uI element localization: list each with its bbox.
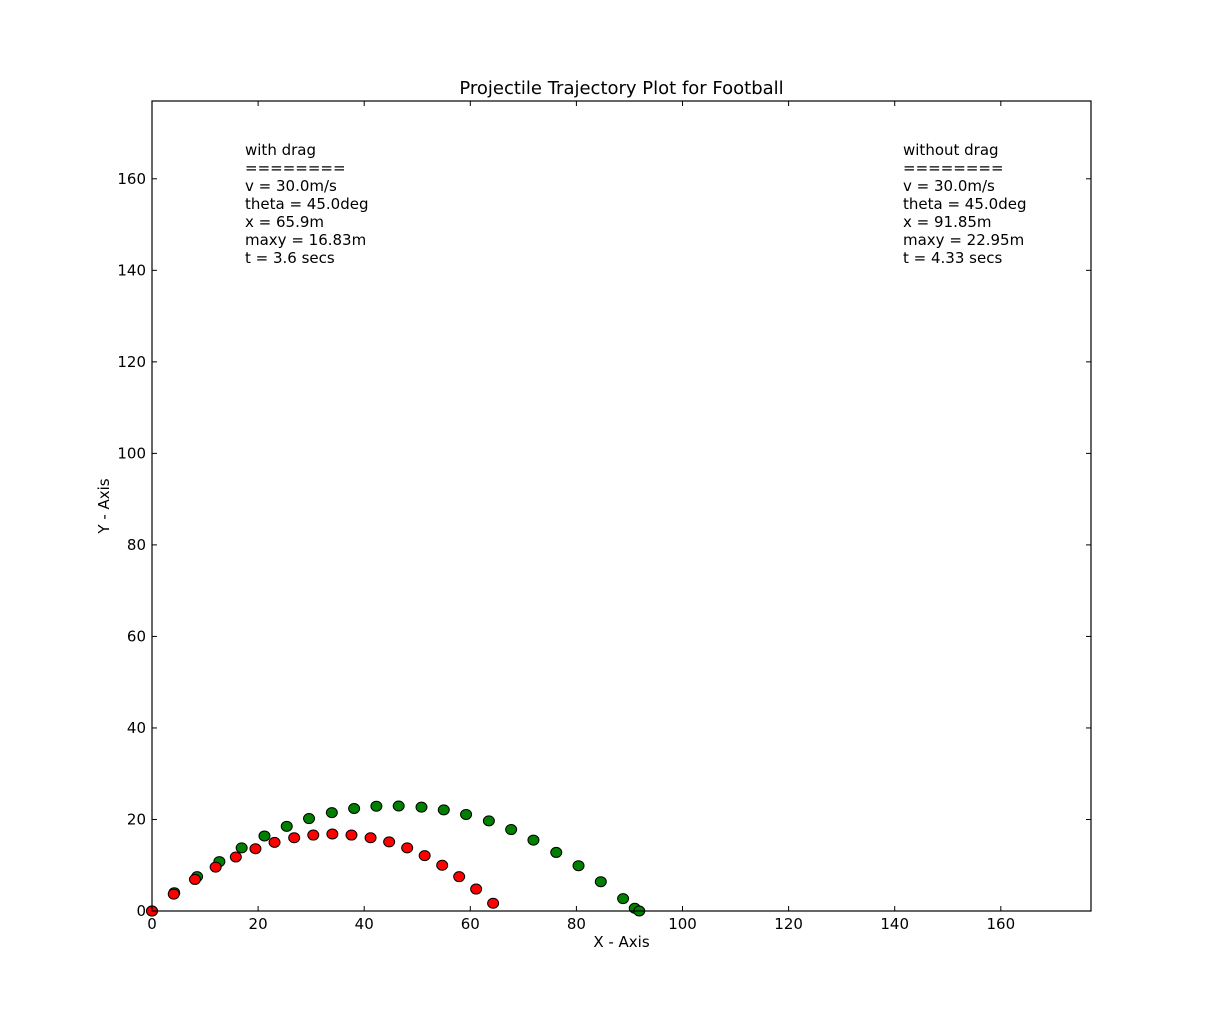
x-tick-label-20: 20 bbox=[249, 915, 268, 933]
annotation-1-line-3: theta = 45.0deg bbox=[903, 195, 1026, 213]
x-tick-label-0: 0 bbox=[147, 915, 157, 933]
series-0-point-14 bbox=[460, 808, 473, 820]
series-1-point-8 bbox=[307, 829, 320, 841]
series-0-point-19 bbox=[572, 860, 585, 872]
annotation-0-line-5: maxy = 16.83m bbox=[245, 231, 366, 249]
y-tick-label-60: 60 bbox=[127, 627, 146, 645]
x-tick-label-160: 160 bbox=[986, 915, 1015, 933]
y-tick-label-0: 0 bbox=[136, 902, 146, 920]
x-tick-label-60: 60 bbox=[461, 915, 480, 933]
annotation-1-line-0: without drag bbox=[903, 141, 999, 159]
series-0-point-11 bbox=[392, 800, 405, 812]
series-0-point-4 bbox=[235, 842, 248, 854]
y-tick-label-40: 40 bbox=[127, 719, 146, 737]
series-0-point-16 bbox=[505, 824, 518, 836]
series-0-point-21 bbox=[617, 893, 630, 905]
series-1-point-2 bbox=[188, 873, 201, 885]
x-tick-label-140: 140 bbox=[880, 915, 909, 933]
series-0-point-15 bbox=[482, 815, 495, 827]
series-0-point-10 bbox=[370, 800, 383, 812]
series-0-point-12 bbox=[415, 801, 428, 813]
y-tick-label-100: 100 bbox=[117, 444, 146, 462]
series-0-point-20 bbox=[594, 876, 607, 888]
annotation-1-line-6: t = 4.33 secs bbox=[903, 249, 1002, 267]
x-axis-label: X - Axis bbox=[593, 933, 650, 951]
annotation-0-line-1: ======== bbox=[245, 159, 346, 177]
series-1-point-17 bbox=[470, 883, 483, 895]
annotation-with-drag: with drag ======== v = 30.0m/s theta = 45.0… bbox=[245, 141, 368, 267]
annotation-1-line-4: x = 91.85m bbox=[903, 213, 992, 231]
x-tick-label-40: 40 bbox=[355, 915, 374, 933]
x-tick-label-120: 120 bbox=[774, 915, 803, 933]
series-1-point-7 bbox=[288, 832, 301, 844]
series-1-point-1 bbox=[167, 888, 180, 900]
annotation-without-drag: without drag ======== v = 30.0m/s theta = 4… bbox=[903, 141, 1026, 267]
series-1-point-13 bbox=[401, 842, 414, 854]
series-0-point-7 bbox=[303, 813, 316, 825]
plot-frame bbox=[151, 100, 1092, 912]
annotation-1-line-2: v = 30.0m/s bbox=[903, 177, 995, 195]
series-1-point-12 bbox=[383, 836, 396, 848]
series-1-point-6 bbox=[268, 836, 281, 848]
annotation-0-line-2: v = 30.0m/s bbox=[245, 177, 337, 195]
y-axis-label: Y - Axis bbox=[95, 478, 113, 534]
annotation-0-line-6: t = 3.6 secs bbox=[245, 249, 335, 267]
series-0-point-18 bbox=[550, 846, 563, 858]
y-tick-label-140: 140 bbox=[117, 261, 146, 279]
series-1-point-18 bbox=[487, 897, 500, 909]
series-0-point-13 bbox=[437, 804, 450, 816]
y-tick-label-120: 120 bbox=[117, 353, 146, 371]
series-1-point-14 bbox=[418, 850, 431, 862]
y-tick-label-80: 80 bbox=[127, 536, 146, 554]
series-1-point-16 bbox=[453, 871, 466, 883]
annotation-1-line-1: ======== bbox=[903, 159, 1004, 177]
annotation-0-line-3: theta = 45.0deg bbox=[245, 195, 368, 213]
annotation-1-line-5: maxy = 22.95m bbox=[903, 231, 1024, 249]
annotation-0-line-4: x = 65.9m bbox=[245, 213, 324, 231]
y-tick-label-160: 160 bbox=[117, 170, 146, 188]
series-1-point-11 bbox=[364, 832, 377, 844]
x-tick-label-80: 80 bbox=[567, 915, 586, 933]
series-0-point-17 bbox=[527, 834, 540, 846]
x-tick-label-100: 100 bbox=[668, 915, 697, 933]
series-0-point-9 bbox=[348, 802, 361, 814]
series-0-point-6 bbox=[280, 820, 293, 832]
axis-ticks: 0 20 40 60 80 100 120 140 160 0 20 40 60 80 100 120 140 1… bbox=[117, 101, 1091, 933]
series-1-point-10 bbox=[345, 829, 358, 841]
series-1-point-4 bbox=[229, 851, 242, 863]
chart-title: Projectile Trajectory Plot for Football bbox=[459, 78, 783, 99]
series-1-point-15 bbox=[436, 859, 449, 871]
series-1-point-5 bbox=[249, 843, 262, 855]
series-0-point-5 bbox=[258, 830, 271, 842]
y-tick-label-20: 20 bbox=[127, 810, 146, 828]
annotation-0-line-0: with drag bbox=[245, 141, 316, 159]
series-1-point-3 bbox=[209, 861, 222, 873]
series-0-point-8 bbox=[325, 807, 338, 819]
series-1-point-9 bbox=[326, 828, 339, 840]
